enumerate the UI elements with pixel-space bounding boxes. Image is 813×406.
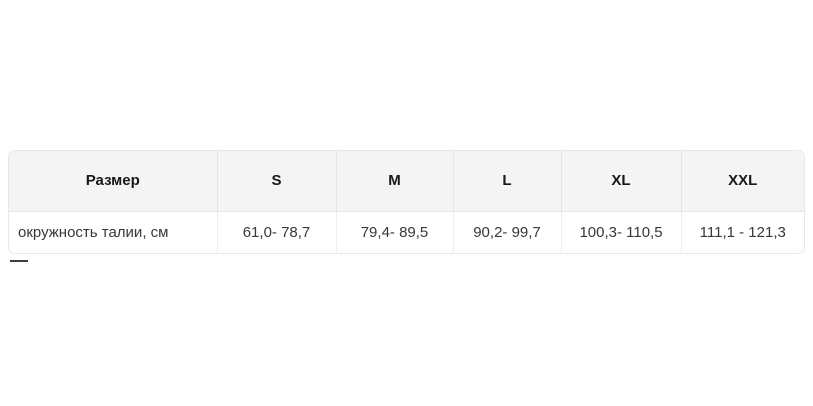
size-chart-container: Размер S M L XL XXL окружность талии, см… bbox=[8, 150, 805, 254]
column-header-m: M bbox=[336, 151, 454, 212]
cell-waist-l: 90,2- 99,7 bbox=[453, 211, 562, 253]
stray-dash-artifact bbox=[10, 260, 28, 262]
cell-waist-xl: 100,3- 110,5 bbox=[561, 211, 682, 253]
column-header-xxl: XXL bbox=[681, 151, 804, 212]
cell-waist-m: 79,4- 89,5 bbox=[336, 211, 454, 253]
column-header-s: S bbox=[217, 151, 337, 212]
cell-waist-xxl: 111,1 - 121,3 bbox=[681, 211, 804, 253]
table-row: окружность талии, см 61,0- 78,7 79,4- 89… bbox=[9, 211, 804, 253]
table-header-row: Размер S M L XL XXL bbox=[9, 151, 804, 212]
column-header-razmer: Размер bbox=[9, 151, 218, 212]
column-header-xl: XL bbox=[561, 151, 682, 212]
cell-waist-s: 61,0- 78,7 bbox=[217, 211, 337, 253]
size-chart-header: Размер S M L XL XXL bbox=[9, 151, 804, 212]
column-header-l: L bbox=[453, 151, 562, 212]
row-label-waist-circumference: окружность талии, см bbox=[9, 211, 218, 253]
size-chart-table: Размер S M L XL XXL окружность талии, см… bbox=[9, 151, 804, 253]
size-chart-body: окружность талии, см 61,0- 78,7 79,4- 89… bbox=[9, 211, 804, 253]
